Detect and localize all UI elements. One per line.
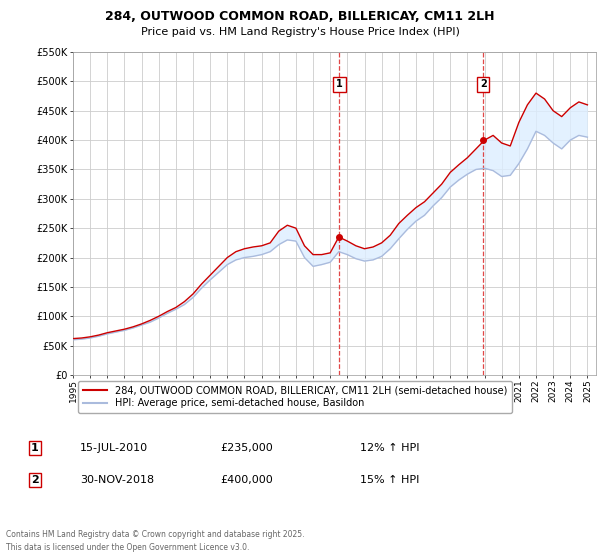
Text: 1: 1	[31, 443, 39, 453]
Text: 12% ↑ HPI: 12% ↑ HPI	[360, 443, 419, 453]
Text: 15-JUL-2010: 15-JUL-2010	[80, 443, 148, 453]
Legend: 284, OUTWOOD COMMON ROAD, BILLERICAY, CM11 2LH (semi-detached house), HPI: Avera: 284, OUTWOOD COMMON ROAD, BILLERICAY, CM…	[78, 381, 512, 413]
Text: 15% ↑ HPI: 15% ↑ HPI	[360, 475, 419, 485]
Text: Contains HM Land Registry data © Crown copyright and database right 2025.
This d: Contains HM Land Registry data © Crown c…	[6, 530, 305, 552]
Text: 284, OUTWOOD COMMON ROAD, BILLERICAY, CM11 2LH: 284, OUTWOOD COMMON ROAD, BILLERICAY, CM…	[105, 10, 495, 23]
Text: 30-NOV-2018: 30-NOV-2018	[80, 475, 154, 485]
Text: 2: 2	[480, 80, 487, 89]
Text: £235,000: £235,000	[220, 443, 273, 453]
Text: Price paid vs. HM Land Registry's House Price Index (HPI): Price paid vs. HM Land Registry's House …	[140, 27, 460, 37]
Text: 2: 2	[31, 475, 39, 485]
Text: 1: 1	[336, 80, 343, 89]
Text: £400,000: £400,000	[220, 475, 273, 485]
